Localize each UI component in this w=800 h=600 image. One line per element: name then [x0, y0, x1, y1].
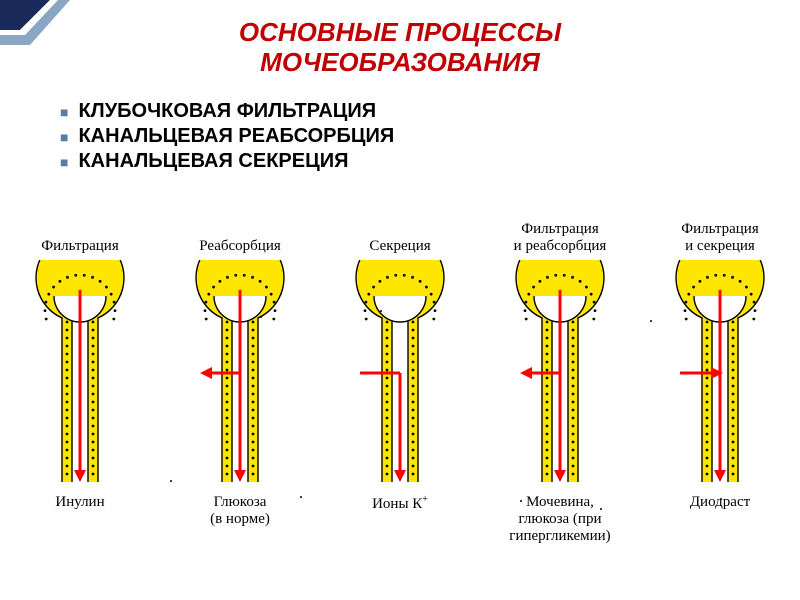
nephron-diagram: [480, 260, 640, 490]
bullet-item: КЛУБОЧКОВАЯ ФИЛЬТРАЦИЯ: [60, 100, 394, 123]
nephron-top-label: Фильтрация: [41, 220, 118, 260]
nephron-top-label: Реабсорбция: [199, 220, 281, 260]
artifact-dot: [600, 508, 602, 510]
nephron-diagram: [0, 260, 160, 490]
nephron-bottom-label: Инулин: [55, 494, 104, 511]
nephron-bottom-label: Диодраст: [690, 494, 750, 511]
bullet-item: КАНАЛЬЦЕВАЯ СЕКРЕЦИЯ: [60, 150, 394, 173]
nephron-top-label: Фильтрацияи секреция: [681, 220, 758, 260]
bullet-item: КАНАЛЬЦЕВАЯ РЕАБСОРБЦИЯ: [60, 125, 394, 148]
title-line-1: ОСНОВНЫЕ ПРОЦЕССЫ: [0, 18, 800, 48]
nephron-diagram: [160, 260, 320, 490]
page-title: ОСНОВНЫЕ ПРОЦЕССЫ МОЧЕОБРАЗОВАНИЯ: [0, 18, 800, 78]
nephron-column: Секреция Ионы К+: [320, 220, 480, 590]
artifact-dot: [650, 320, 652, 322]
artifact-dot: [300, 496, 302, 498]
nephron-bottom-label: Ионы К+: [372, 494, 428, 513]
nephron-column: Фильтрацияи секреция Диодраст: [640, 220, 800, 590]
artifact-dot: [520, 500, 522, 502]
nephron-top-label: Фильтрацияи реабсорбция: [514, 220, 607, 260]
nephron-top-label: Секреция: [369, 220, 430, 260]
artifact-dot: [170, 480, 172, 482]
artifact-dot: [380, 310, 382, 312]
title-line-2: МОЧЕОБРАЗОВАНИЯ: [0, 48, 800, 78]
nephron-column: Фильтрацияи реабсорбция Мочевина,глюкоза…: [480, 220, 640, 590]
artifact-dot: [720, 498, 722, 500]
nephron-diagram: [640, 260, 800, 490]
nephron-bottom-label: Мочевина,глюкоза (пригипергликемии): [509, 494, 610, 545]
diagram-row: Фильтрация ИнулинРеабсорбция Глюкоза(в н…: [0, 220, 800, 590]
nephron-column: Фильтрация Инулин: [0, 220, 160, 590]
nephron-column: Реабсорбция Глюкоза(в норме): [160, 220, 320, 590]
artifact-dot: [260, 316, 262, 318]
nephron-bottom-label: Глюкоза(в норме): [210, 494, 270, 528]
bullet-list: КЛУБОЧКОВАЯ ФИЛЬТРАЦИЯ КАНАЛЬЦЕВАЯ РЕАБС…: [60, 100, 394, 175]
nephron-diagram: [320, 260, 480, 490]
